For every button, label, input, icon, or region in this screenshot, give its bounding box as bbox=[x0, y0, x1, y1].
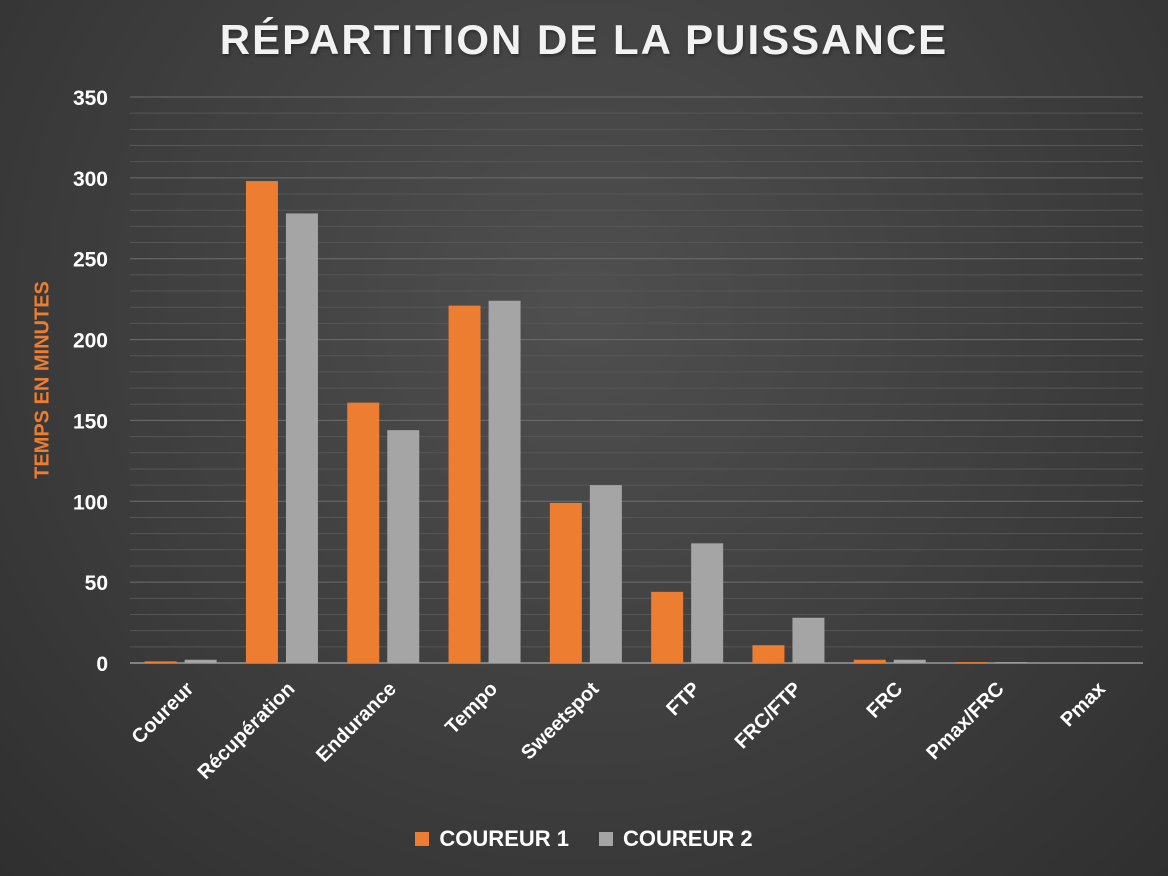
legend-swatch-coureur-1 bbox=[415, 832, 430, 846]
y-tick-labels: 0 50 100 150 200 250 300 350 bbox=[73, 87, 108, 676]
x-tick-label: Pmax bbox=[1057, 678, 1110, 731]
legend: COUREUR 1 COUREUR 2 bbox=[0, 826, 1168, 852]
bar-1-pmax-frc bbox=[955, 662, 988, 663]
bars bbox=[144, 181, 1028, 664]
bar-2-tempo bbox=[488, 300, 521, 663]
x-tick-label: FRC bbox=[863, 678, 908, 723]
y-tick-label: 250 bbox=[73, 249, 108, 272]
legend-label-coureur-1: COUREUR 1 bbox=[439, 826, 569, 851]
bar-2-coureur bbox=[184, 659, 217, 663]
bar-1-coureur bbox=[144, 661, 177, 663]
y-tick-label: 150 bbox=[73, 410, 108, 433]
bar-1-endurance bbox=[347, 402, 380, 663]
bar-2-frc bbox=[893, 659, 926, 663]
x-tick-label: Sweetspot bbox=[517, 678, 604, 765]
x-tick-label: Pmax/FRC bbox=[922, 678, 1008, 764]
bar-2-ftp bbox=[691, 543, 724, 663]
x-tick-label: Coureur bbox=[128, 678, 199, 749]
y-tick-label: 200 bbox=[73, 330, 108, 353]
y-tick-label: 300 bbox=[73, 168, 108, 191]
y-tick-label: 350 bbox=[73, 87, 108, 110]
bar-2-frc-ftp bbox=[792, 617, 825, 663]
legend-item-coureur-2: COUREUR 2 bbox=[599, 826, 753, 852]
bar-1-r-cup-ration bbox=[245, 181, 278, 663]
y-tick-label: 50 bbox=[85, 572, 108, 595]
x-tick-label: FRC/FTP bbox=[731, 678, 806, 753]
bar-2-sweetspot bbox=[589, 485, 622, 663]
x-tick-label: FTP bbox=[662, 678, 704, 720]
y-tick-label: 100 bbox=[73, 491, 108, 514]
bar-1-frc-ftp bbox=[752, 645, 785, 663]
legend-item-coureur-1: COUREUR 1 bbox=[415, 826, 569, 852]
y-tick-label: 0 bbox=[96, 653, 108, 676]
x-tick-label: Tempo bbox=[441, 678, 502, 739]
bar-2-r-cup-ration bbox=[285, 213, 318, 664]
legend-swatch-coureur-2 bbox=[599, 832, 613, 846]
bar-2-pmax-frc bbox=[995, 662, 1028, 663]
gridlines bbox=[130, 96, 1143, 664]
legend-label-coureur-2: COUREUR 2 bbox=[623, 826, 753, 851]
bar-2-endurance bbox=[387, 430, 420, 663]
bar-1-ftp bbox=[651, 591, 684, 663]
x-tick-label: Endurance bbox=[312, 678, 401, 767]
bar-1-tempo bbox=[448, 305, 481, 663]
chart-title: RÉPARTITION DE LA PUISSANCE bbox=[219, 16, 949, 63]
bar-1-frc bbox=[853, 659, 886, 663]
bar-1-sweetspot bbox=[549, 502, 582, 663]
x-tick-label: Récupération bbox=[194, 678, 300, 784]
